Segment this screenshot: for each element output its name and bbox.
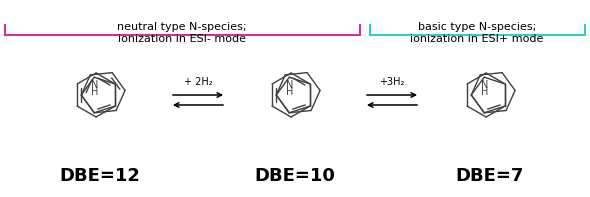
Text: N: N [90,80,98,90]
Text: neutral type N-species;
ionization in ESI- mode: neutral type N-species; ionization in ES… [117,22,247,44]
Text: DBE=12: DBE=12 [60,167,140,185]
Text: N: N [286,80,293,90]
Text: +3H₂: +3H₂ [379,77,405,87]
Text: H: H [90,87,98,97]
Text: basic type N-species;
ionization in ESI+ mode: basic type N-species; ionization in ESI+… [410,22,544,44]
Text: + 2H₂: + 2H₂ [183,77,212,87]
Text: N: N [480,80,488,90]
Text: H: H [480,87,488,97]
Text: DBE=10: DBE=10 [254,167,336,185]
Text: DBE=7: DBE=7 [456,167,524,185]
Text: H: H [286,87,293,97]
